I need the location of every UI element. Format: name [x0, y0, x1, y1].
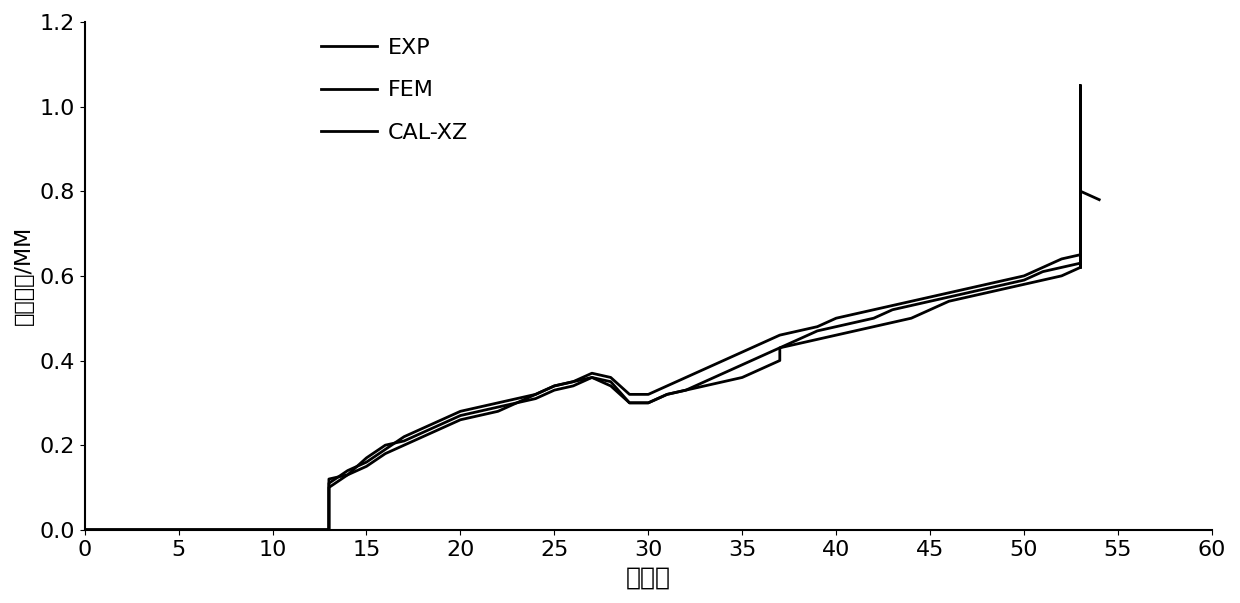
Y-axis label: 裂缝宽度/MM: 裂缝宽度/MM [14, 226, 33, 326]
X-axis label: 加载步: 加载步 [626, 565, 671, 589]
Legend: EXP, FEM, CAL-XZ: EXP, FEM, CAL-XZ [321, 38, 469, 142]
